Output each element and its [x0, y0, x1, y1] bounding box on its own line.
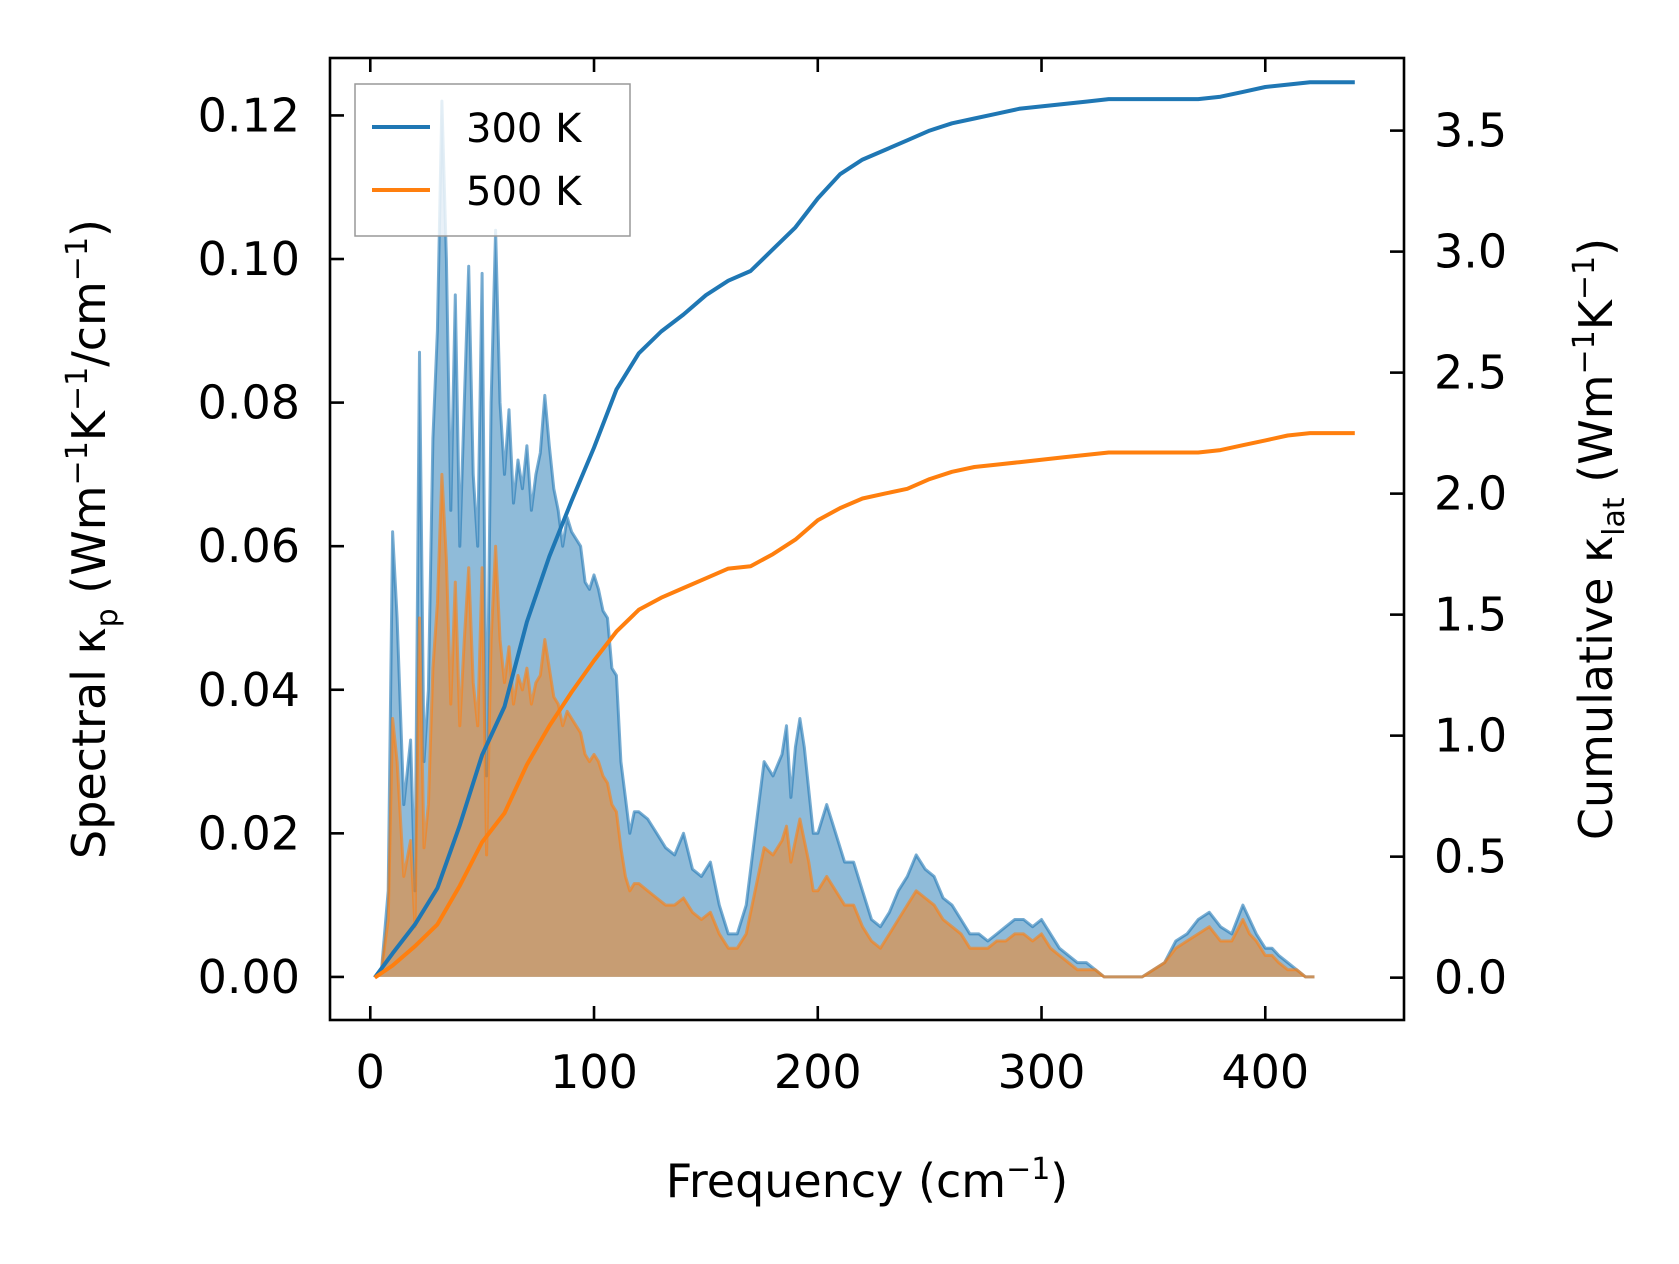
y-left-tick-label: 0.10 [198, 232, 300, 286]
x-tick-label: 100 [550, 1045, 638, 1099]
y-right-tick-label: 0.0 [1434, 951, 1507, 1005]
y-right-tick-label: 1.0 [1434, 709, 1507, 763]
y-right-tick-label: 0.5 [1434, 830, 1507, 884]
y-left-tick-label: 0.02 [198, 806, 300, 860]
y-right-tick-label: 3.5 [1434, 104, 1507, 158]
y-left-tick-label: 0.06 [198, 519, 300, 573]
y-right-tick-label: 2.0 [1434, 467, 1507, 521]
cumulative-line-layer [373, 80, 1355, 980]
spectral-area-500k [373, 472, 1315, 979]
legend: 300 K 500 K [354, 83, 631, 237]
x-tick-label: 0 [356, 1045, 385, 1099]
legend-label-500k: 500 K [466, 169, 583, 215]
x-tick-label: 400 [1221, 1045, 1309, 1099]
cumulative-line-300k [373, 80, 1355, 979]
y-left-tick-label: 0.08 [198, 376, 300, 430]
x-tick-label: 200 [774, 1045, 862, 1099]
spectral-fill-layer [373, 99, 1315, 979]
y-left-tick-label: 0.04 [198, 663, 300, 717]
axis-tick-labels: 0 100 200 300 400 0.00 0.02 0.04 0.06 0.08 0.10 0.1… [198, 88, 1508, 1099]
y-right-tick-label: 2.5 [1434, 346, 1507, 400]
axis-ticks [330, 58, 1404, 1020]
legend-label-300k: 300 K [466, 106, 583, 152]
plot-frame [328, 56, 1406, 1022]
left-y-axis-label: Spectral κp (Wm−1K−1/cm−1) [60, 219, 125, 859]
y-right-tick-label: 1.5 [1434, 588, 1507, 642]
y-left-tick-label: 0.00 [198, 950, 300, 1004]
y-left-tick-label: 0.12 [198, 88, 300, 142]
right-y-axis-label: Cumulative κlat (Wm−1K−1) [1567, 238, 1632, 840]
legend-frame [354, 83, 631, 237]
cumulative-line-500k [373, 431, 1355, 980]
x-tick-label: 300 [998, 1045, 1086, 1099]
x-axis-label: Frequency (cm−1) [666, 1152, 1069, 1208]
y-right-tick-label: 3.0 [1434, 225, 1507, 279]
